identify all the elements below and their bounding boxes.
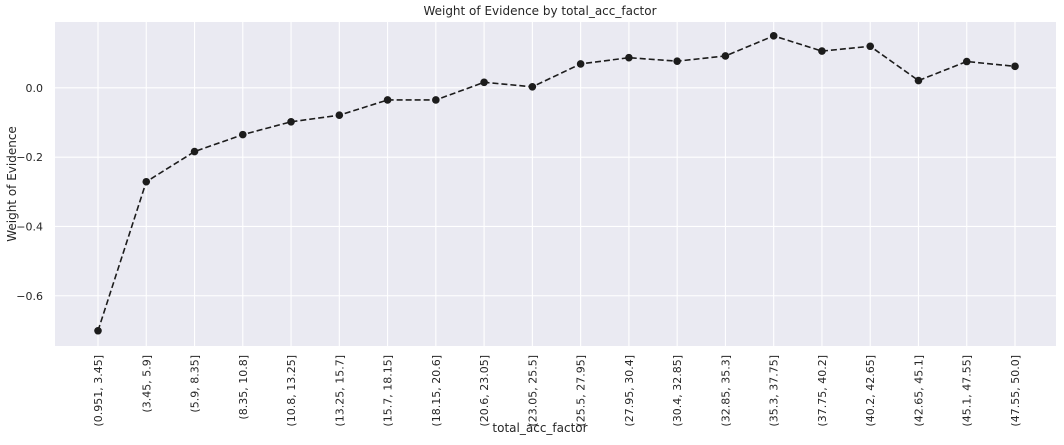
data-point: [335, 111, 344, 120]
x-tick-label: (40.2, 42.65]: [864, 355, 877, 427]
y-tick-label: −0.4: [16, 220, 43, 233]
x-tick-label: (13.25, 15.7]: [333, 355, 346, 427]
x-tick-label: (20.6, 23.05]: [478, 355, 491, 427]
y-tick-label: 0.0: [26, 82, 44, 95]
data-point: [673, 57, 681, 65]
data-point: [962, 57, 971, 66]
data-point: [190, 147, 199, 156]
series-layer: [97, 35, 1016, 331]
data-point: [914, 76, 923, 85]
data-point: [383, 96, 392, 104]
x-tick-label: (35.3, 37.75]: [768, 355, 781, 427]
y-tick-label: −0.2: [16, 151, 43, 164]
x-tick-label: (37.75, 40.2]: [816, 355, 829, 427]
series-line: [97, 35, 1016, 331]
x-tick-label: (45.1, 47.55]: [961, 355, 974, 427]
data-point: [866, 42, 875, 51]
grid-lines: [55, 22, 1056, 346]
plot-area: [55, 22, 1056, 346]
x-tick-label: (18.15, 20.6]: [430, 355, 443, 427]
data-point: [721, 52, 730, 60]
x-tick-label: (47.55, 50.0]: [1009, 355, 1022, 427]
data-point: [480, 78, 488, 87]
data-point: [287, 117, 295, 126]
y-tick-label: −0.6: [16, 290, 43, 303]
data-point: [818, 47, 826, 55]
chart-title: Weight of Evidence by total_acc_factor: [423, 4, 656, 18]
data-point: [625, 53, 633, 62]
x-tick-label: (25.5, 27.95]: [575, 355, 588, 427]
x-tick-label: (23.05, 25.5]: [526, 355, 539, 427]
x-tick-label: (15.7, 18.15]: [382, 355, 395, 427]
x-tick-labels: (0.951, 3.45] (3.45, 5.9] (5.9, 8.35] (8.35…: [92, 355, 1022, 427]
y-axis-label: Weight of Evidence: [5, 126, 19, 242]
data-point: [94, 326, 102, 335]
data-point: [576, 60, 585, 68]
marker-layer: [94, 32, 1019, 335]
x-tick-label: (42.65, 45.1]: [912, 355, 925, 427]
x-tick-label: (32.85, 35.3]: [719, 355, 732, 427]
x-axis-label: total_acc_factor: [492, 421, 587, 435]
y-tick-labels: −0.6 −0.4 −0.2 0.0: [16, 82, 43, 303]
x-tick-label: (30.4, 32.85]: [671, 355, 684, 427]
x-tick-label: (3.45, 5.9]: [140, 355, 153, 413]
data-point: [432, 96, 440, 104]
x-tick-label: (0.951, 3.45]: [92, 355, 105, 427]
data-point: [528, 83, 537, 91]
x-tick-label: (27.95, 30.4]: [623, 355, 636, 427]
data-point: [1011, 62, 1019, 71]
x-tick-label: (10.8, 13.25]: [285, 355, 298, 427]
x-tick-label: (8.35, 10.8]: [237, 355, 250, 420]
data-point: [142, 177, 151, 186]
data-point: [238, 130, 247, 139]
x-tick-label: (5.9, 8.35]: [189, 355, 202, 413]
data-point: [769, 32, 778, 40]
